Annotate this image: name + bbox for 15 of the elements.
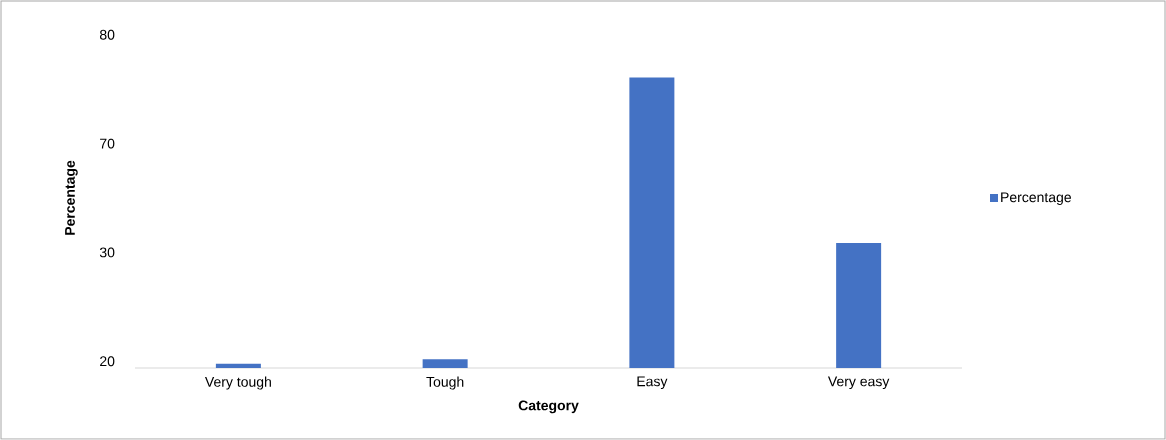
x-tick-label: Very easy [827, 376, 890, 390]
x-tick-label: Easy [637, 376, 668, 390]
bar [629, 77, 675, 368]
legend-label: Percentage [1001, 192, 1071, 205]
y-axis-title: Percentage [65, 160, 78, 235]
x-tick-label: Very tough [204, 376, 271, 390]
bar [422, 359, 468, 368]
x-tick-label: Tough [426, 376, 464, 390]
text: 80 [99, 29, 115, 40]
text: 20 [100, 356, 115, 367]
bar [215, 363, 261, 368]
bar [836, 243, 882, 368]
x-axis-title: Category [518, 400, 579, 414]
text: 70 [100, 138, 115, 149]
text: 30 [99, 247, 115, 258]
